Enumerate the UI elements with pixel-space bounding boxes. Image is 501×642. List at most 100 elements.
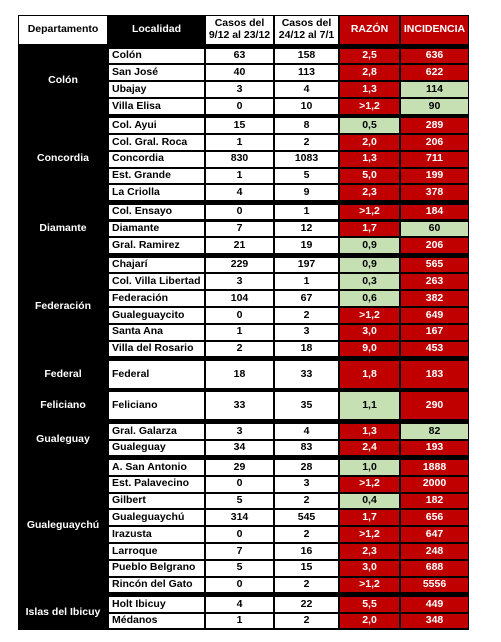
cases-period-2: 28 [274, 459, 339, 476]
cases-period-1: 0 [205, 576, 274, 594]
locality: La Criolla [108, 184, 205, 202]
cases-period-1: 0 [205, 203, 274, 221]
cases-period-2: 113 [274, 64, 339, 82]
header-cell: Departamento [18, 15, 108, 45]
incidence: 184 [400, 203, 469, 221]
cases-period-2: 158 [274, 47, 339, 65]
ratio: 2,3 [339, 543, 400, 560]
locality: Irazusta [108, 526, 205, 543]
cases-period-1: 5 [205, 492, 274, 510]
cases-period-2: 2 [274, 576, 339, 594]
ratio: >1,2 [339, 475, 400, 493]
cases-period-1: 18 [205, 359, 274, 389]
header-cell: Casos del 24/12 al 7/1 [274, 15, 339, 45]
ratio: 0,5 [339, 117, 400, 134]
locality: Gilbert [108, 492, 205, 510]
cases-period-1: 4 [205, 184, 274, 202]
locality: Feliciano [108, 391, 205, 421]
cases-period-1: 29 [205, 459, 274, 476]
locality: Col. Gral. Roca [108, 134, 205, 151]
header-cell: Casos del 9/12 al 23/12 [205, 15, 274, 45]
ratio: 2,4 [339, 439, 400, 457]
ratio: 0,3 [339, 273, 400, 291]
locality: San José [108, 64, 205, 82]
locality: Pueblo Belgrano [108, 559, 205, 577]
cases-period-1: 0 [205, 475, 274, 493]
locality: Gualeguaychú [108, 509, 205, 527]
cases-period-1: 33 [205, 391, 274, 421]
cases-period-2: 9 [274, 184, 339, 202]
cases-period-2: 8 [274, 117, 339, 134]
incidence: 248 [400, 543, 469, 560]
ratio: 3,0 [339, 323, 400, 341]
ratio: 5,5 [339, 595, 400, 613]
department: Concordia [18, 117, 108, 202]
cases-period-1: 40 [205, 64, 274, 82]
department: Islas del Ibicuy [18, 595, 108, 630]
ratio: 1,1 [339, 391, 400, 421]
incidence: 1888 [400, 459, 469, 476]
cases-period-1: 2 [205, 340, 274, 358]
cases-period-2: 67 [274, 290, 339, 307]
cases-period-1: 229 [205, 256, 274, 274]
locality: Col. Ayui [108, 117, 205, 134]
header-cell: RAZÓN [339, 15, 400, 45]
cases-period-2: 22 [274, 595, 339, 613]
cases-period-2: 2 [274, 526, 339, 543]
cases-period-2: 35 [274, 391, 339, 421]
incidence: 206 [400, 134, 469, 151]
cases-period-2: 2 [274, 492, 339, 510]
ratio: 9,0 [339, 340, 400, 358]
department: Federación [18, 256, 108, 358]
locality: Diamante [108, 220, 205, 238]
ratio: >1,2 [339, 576, 400, 594]
incidence: 636 [400, 47, 469, 65]
cases-table: Departamento Localidad Casos del 9/12 al 2… [18, 15, 469, 630]
ratio: 1,0 [339, 459, 400, 476]
cases-period-2: 5 [274, 167, 339, 185]
cases-period-2: 2 [274, 307, 339, 324]
ratio: 3,0 [339, 559, 400, 577]
ratio: 2,8 [339, 64, 400, 82]
incidence: 82 [400, 422, 469, 440]
cases-period-2: 545 [274, 509, 339, 527]
locality: Gral. Ramirez [108, 237, 205, 255]
locality: Gualeguay [108, 439, 205, 457]
cases-period-2: 18 [274, 340, 339, 358]
cases-period-1: 0 [205, 307, 274, 324]
incidence: 193 [400, 439, 469, 457]
ratio: >1,2 [339, 203, 400, 221]
incidence: 449 [400, 595, 469, 613]
cases-period-2: 15 [274, 559, 339, 577]
header-cell: Localidad [108, 15, 205, 45]
cases-period-2: 19 [274, 237, 339, 255]
cases-period-2: 4 [274, 422, 339, 440]
locality: Col. Ensayo [108, 203, 205, 221]
locality: A. San Antonio [108, 459, 205, 476]
cases-period-2: 1 [274, 273, 339, 291]
ratio: 2,3 [339, 184, 400, 202]
ratio: 0,6 [339, 290, 400, 307]
cases-period-1: 1 [205, 134, 274, 151]
cases-period-2: 10 [274, 97, 339, 115]
department: Gualeguay [18, 422, 108, 457]
incidence: 183 [400, 359, 469, 389]
locality: Médanos [108, 612, 205, 630]
ratio: 0,9 [339, 256, 400, 274]
cases-period-2: 3 [274, 323, 339, 341]
locality: Santa Ana [108, 323, 205, 341]
incidence: 167 [400, 323, 469, 341]
cases-period-2: 16 [274, 543, 339, 560]
locality: Villa del Rosario [108, 340, 205, 358]
cases-period-1: 3 [205, 273, 274, 291]
locality: Federación [108, 290, 205, 307]
ratio: 0,9 [339, 237, 400, 255]
ratio: 1,3 [339, 81, 400, 98]
incidence: 656 [400, 509, 469, 527]
incidence: 453 [400, 340, 469, 358]
incidence: 378 [400, 184, 469, 202]
cases-period-1: 830 [205, 150, 274, 168]
ratio: >1,2 [339, 526, 400, 543]
department: Gualeguaychú [18, 459, 108, 594]
